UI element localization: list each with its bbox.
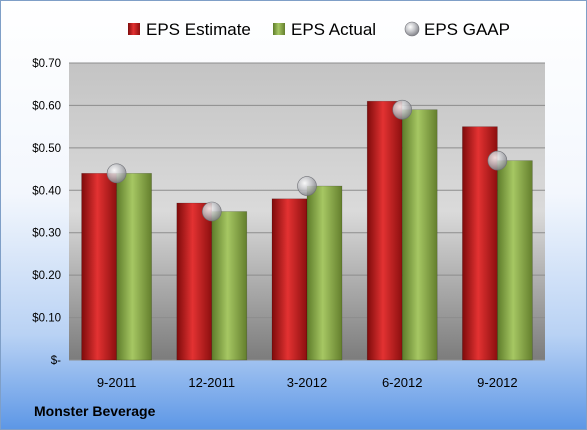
actual-bar bbox=[497, 160, 533, 361]
y-tick-label: $0.30 bbox=[32, 228, 61, 240]
gaap-marker bbox=[487, 150, 508, 171]
actual-bar bbox=[401, 109, 438, 361]
legend-estimate-swatch bbox=[128, 23, 140, 35]
company-name: Monster Beverage bbox=[34, 403, 156, 419]
y-tick-label: $0.10 bbox=[32, 313, 61, 325]
y-axis: $- $0.10 $0.20 $0.30 $0.40 $0.50 $0.60 $0.70 bbox=[32, 58, 61, 367]
y-tick-label: $- bbox=[51, 355, 61, 367]
x-tick-label: 6-2012 bbox=[382, 375, 422, 390]
estimate-bar bbox=[176, 202, 213, 361]
x-tick-label: 12-2011 bbox=[188, 375, 235, 390]
legend-actual-label: EPS Actual bbox=[291, 20, 376, 39]
y-tick-label: $0.50 bbox=[32, 143, 61, 155]
y-tick-label: $0.20 bbox=[32, 270, 61, 282]
y-tick-label: $0.40 bbox=[32, 185, 61, 197]
gaap-marker bbox=[202, 201, 222, 222]
estimate-bar bbox=[366, 100, 403, 361]
x-tick-label: 3-2012 bbox=[287, 375, 327, 390]
gaap-markers bbox=[106, 99, 508, 222]
actual-bar bbox=[211, 211, 248, 361]
legend-actual-swatch bbox=[273, 23, 285, 35]
legend-estimate-label: EPS Estimate bbox=[146, 20, 251, 39]
legend-gaap-label: EPS GAAP bbox=[424, 20, 510, 39]
actual-bar bbox=[306, 185, 343, 361]
estimate-bar bbox=[81, 173, 117, 361]
x-tick-label: 9-2011 bbox=[97, 375, 137, 390]
actual-bar bbox=[116, 173, 152, 361]
bars bbox=[81, 100, 533, 361]
x-tick-label: 9-2012 bbox=[477, 375, 517, 390]
x-axis: 9-2011 12-2011 3-2012 6-2012 9-2012 bbox=[97, 375, 518, 390]
estimate-bar bbox=[271, 198, 308, 361]
y-tick-label: $0.60 bbox=[32, 100, 61, 112]
legend-gaap-swatch bbox=[404, 21, 420, 37]
y-tick-label: $0.70 bbox=[32, 58, 61, 70]
gaap-marker bbox=[297, 176, 317, 196]
gaap-marker bbox=[392, 99, 413, 120]
gaap-marker bbox=[106, 163, 127, 184]
legend: EPS Estimate EPS Actual EPS GAAP bbox=[128, 20, 510, 39]
